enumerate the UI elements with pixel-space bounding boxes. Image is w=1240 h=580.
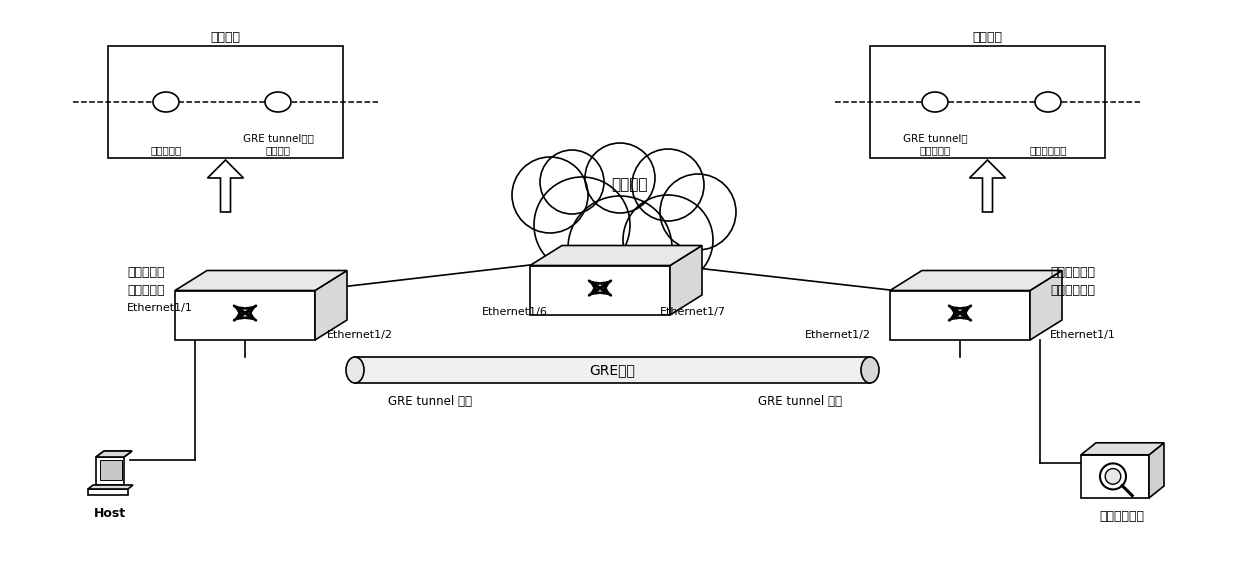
Polygon shape xyxy=(95,451,131,457)
Circle shape xyxy=(585,143,655,213)
Circle shape xyxy=(1105,469,1121,484)
Text: Ethernet1/7: Ethernet1/7 xyxy=(660,307,725,317)
Text: GRE隧道: GRE隧道 xyxy=(589,363,635,377)
Text: 镜像目的设备: 镜像目的设备 xyxy=(1050,266,1095,280)
Polygon shape xyxy=(970,160,1006,212)
Text: 中间设备: 中间设备 xyxy=(611,177,649,193)
Circle shape xyxy=(512,157,588,233)
Text: Ethernet1/1: Ethernet1/1 xyxy=(1050,330,1116,340)
Polygon shape xyxy=(890,270,1061,291)
Polygon shape xyxy=(1149,443,1164,498)
Polygon shape xyxy=(88,485,133,489)
Circle shape xyxy=(539,150,604,214)
Text: GRE tunnel接口
的出端口: GRE tunnel接口 的出端口 xyxy=(243,133,314,155)
Bar xyxy=(100,460,122,480)
Text: 交换芯片: 交换芯片 xyxy=(972,31,1002,44)
Text: Ethernet1/2: Ethernet1/2 xyxy=(327,330,393,340)
Polygon shape xyxy=(315,270,347,340)
Polygon shape xyxy=(175,291,315,340)
Text: 镜像源端口: 镜像源端口 xyxy=(126,284,165,296)
Ellipse shape xyxy=(265,92,291,112)
Circle shape xyxy=(660,174,737,250)
Circle shape xyxy=(632,149,704,221)
Circle shape xyxy=(622,195,713,285)
Polygon shape xyxy=(529,245,702,266)
Polygon shape xyxy=(1030,270,1061,340)
Polygon shape xyxy=(1081,443,1164,455)
Text: 镜像源设备: 镜像源设备 xyxy=(126,266,165,280)
Text: 交换芯片: 交换芯片 xyxy=(211,31,241,44)
Polygon shape xyxy=(1081,455,1149,498)
Bar xyxy=(870,46,1105,158)
Polygon shape xyxy=(88,489,128,495)
Text: Host: Host xyxy=(94,507,126,520)
Text: Ethernet1/1: Ethernet1/1 xyxy=(126,303,193,313)
Ellipse shape xyxy=(1035,92,1061,112)
Polygon shape xyxy=(355,357,870,383)
Polygon shape xyxy=(529,266,670,315)
Text: Ethernet1/2: Ethernet1/2 xyxy=(805,330,870,340)
Text: 镜像目的端口: 镜像目的端口 xyxy=(1050,284,1095,296)
Text: GRE tunnel 接口: GRE tunnel 接口 xyxy=(388,395,472,408)
Text: GRE tunnel 接口: GRE tunnel 接口 xyxy=(758,395,842,408)
Bar xyxy=(108,46,343,158)
Circle shape xyxy=(568,196,672,300)
Polygon shape xyxy=(207,160,243,212)
Circle shape xyxy=(534,177,630,273)
Circle shape xyxy=(1100,463,1126,490)
Ellipse shape xyxy=(153,92,179,112)
Ellipse shape xyxy=(346,357,365,383)
Text: Ethernet1/6: Ethernet1/6 xyxy=(482,307,548,317)
Text: 镜像目的端口: 镜像目的端口 xyxy=(1029,145,1066,155)
Polygon shape xyxy=(670,245,702,315)
Polygon shape xyxy=(890,291,1030,340)
Text: 镜像源端口: 镜像源端口 xyxy=(150,145,181,155)
Ellipse shape xyxy=(861,357,879,383)
Polygon shape xyxy=(175,270,347,291)
Polygon shape xyxy=(95,451,131,457)
Ellipse shape xyxy=(923,92,949,112)
Text: 数据监控设备: 数据监控设备 xyxy=(1100,510,1145,523)
Polygon shape xyxy=(95,457,124,485)
Text: GRE tunnel接
口的入端口: GRE tunnel接 口的入端口 xyxy=(903,133,967,155)
